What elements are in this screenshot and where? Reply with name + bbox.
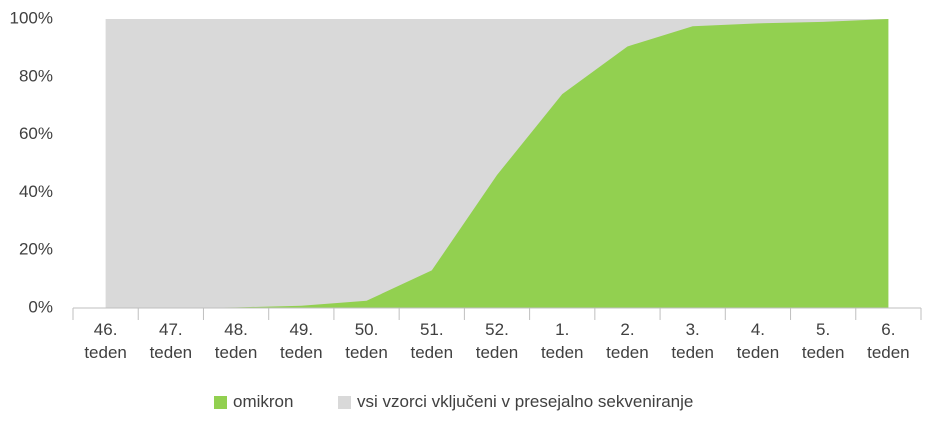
y-tick-label: 60% [19, 124, 53, 143]
legend-label: omikron [233, 392, 294, 411]
x-tick-label: 5. teden [801, 320, 845, 362]
x-tick-label: 3. teden [671, 320, 714, 362]
legend-swatch [338, 395, 351, 409]
legend-item: vsi vzorci vključeni v presejalno sekven… [338, 392, 693, 412]
x-tick-label: 52. teden [475, 320, 519, 362]
y-tick-label: 100% [10, 8, 53, 27]
x-tick-label: 46. teden [84, 320, 127, 362]
x-tick-label: 1. teden [540, 320, 584, 362]
y-tick-label: 80% [19, 66, 53, 85]
x-tick-label: 50. teden [345, 320, 388, 362]
legend-label: vsi vzorci vključeni v presejalno sekven… [357, 392, 694, 411]
y-tick-label: 20% [19, 240, 53, 259]
y-tick-label: 40% [19, 182, 53, 201]
y-tick-label: 0% [28, 297, 53, 316]
x-tick-label: 48. teden [214, 320, 258, 362]
x-tick-label: 47. teden [149, 320, 193, 362]
area [105, 19, 889, 308]
x-tick-label: 4. teden [736, 320, 780, 362]
legend-item: omikron [214, 392, 293, 412]
legend-swatch [214, 395, 227, 409]
x-tick-label: 49. teden [280, 320, 323, 362]
x-tick-label: 6. teden [867, 320, 910, 362]
x-tick-label: 2. teden [606, 320, 649, 362]
x-tick-label: 51. teden [410, 320, 454, 362]
